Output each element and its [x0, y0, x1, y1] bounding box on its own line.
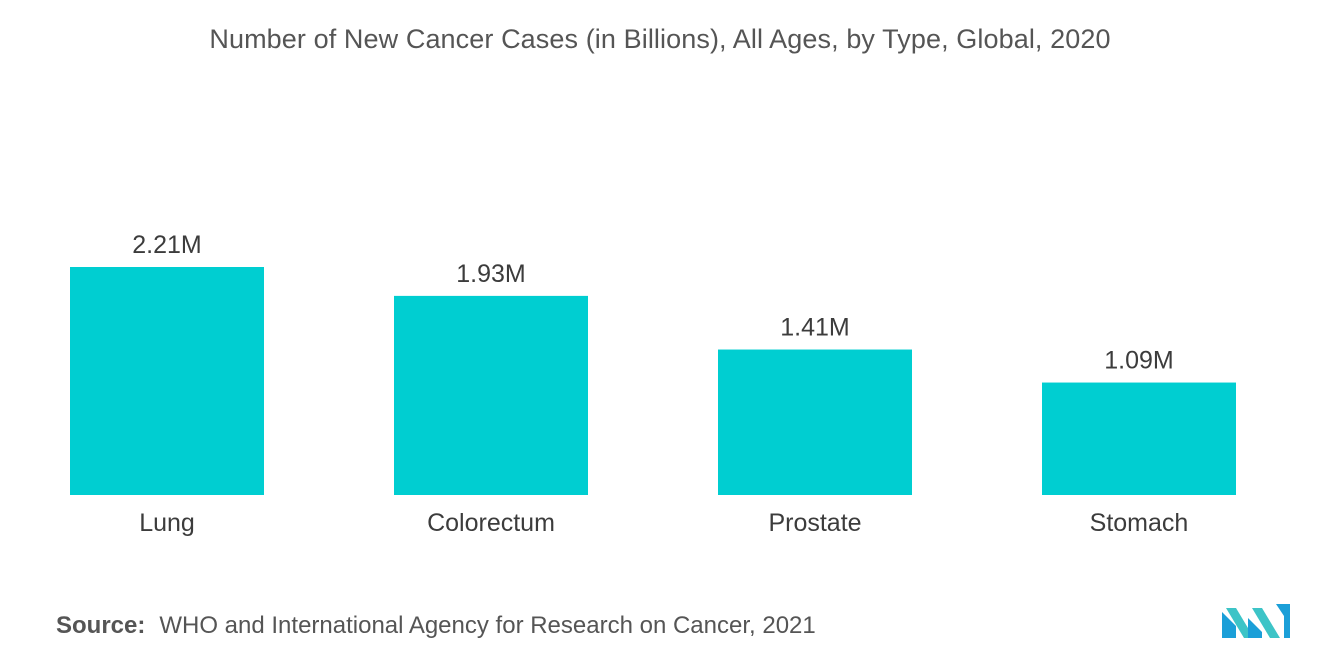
category-label-stomach: Stomach [1090, 509, 1189, 537]
bar-colorectum [394, 295, 588, 495]
bar-prostate [718, 349, 912, 495]
bar-stomach [1042, 382, 1236, 495]
value-label-stomach: 1.09M [1104, 347, 1173, 375]
bar-lung [70, 267, 264, 495]
category-label-prostate: Prostate [768, 509, 861, 537]
bars-layer [70, 267, 1236, 495]
value-label-prostate: 1.41M [780, 314, 849, 342]
chart-title: Number of New Cancer Cases (in Billions)… [209, 24, 1111, 54]
value-labels-layer: 2.21M 1.93M 1.41M 1.09M [132, 231, 1173, 375]
source-text: WHO and International Agency for Researc… [159, 612, 816, 639]
category-labels-layer: Lung Colorectum Prostate Stomach [139, 509, 1188, 537]
value-label-colorectum: 1.93M [456, 260, 525, 288]
category-label-lung: Lung [139, 509, 195, 537]
source-label: Source: [56, 612, 146, 639]
value-label-lung: 2.21M [132, 231, 201, 259]
mordor-intelligence-logo-icon [1222, 604, 1290, 638]
category-label-colorectum: Colorectum [427, 509, 555, 537]
source-note: Source: WHO and International Agency for … [56, 612, 816, 640]
